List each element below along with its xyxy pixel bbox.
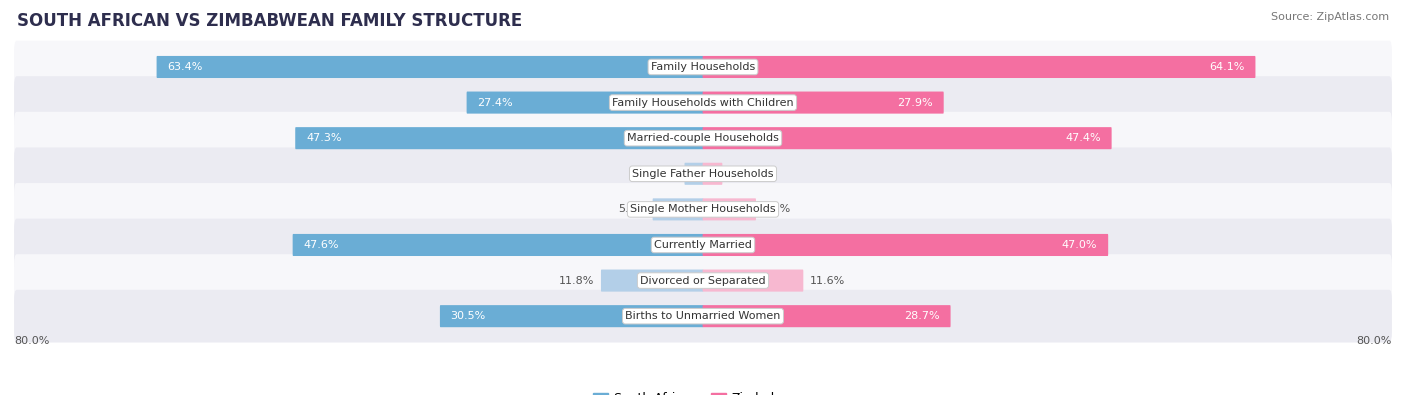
FancyBboxPatch shape	[156, 56, 703, 78]
Text: 27.9%: 27.9%	[897, 98, 934, 107]
Text: SOUTH AFRICAN VS ZIMBABWEAN FAMILY STRUCTURE: SOUTH AFRICAN VS ZIMBABWEAN FAMILY STRUC…	[17, 12, 522, 30]
Text: 64.1%: 64.1%	[1209, 62, 1244, 72]
FancyBboxPatch shape	[703, 198, 756, 220]
FancyBboxPatch shape	[14, 112, 1392, 165]
FancyBboxPatch shape	[703, 92, 943, 114]
FancyBboxPatch shape	[295, 127, 703, 149]
FancyBboxPatch shape	[14, 41, 1392, 93]
Text: Single Father Households: Single Father Households	[633, 169, 773, 179]
Text: 5.8%: 5.8%	[617, 204, 647, 214]
FancyBboxPatch shape	[703, 56, 1256, 78]
Text: Single Mother Households: Single Mother Households	[630, 204, 776, 214]
Text: 6.1%: 6.1%	[762, 204, 790, 214]
FancyBboxPatch shape	[652, 198, 703, 220]
Text: Family Households: Family Households	[651, 62, 755, 72]
Text: 47.4%: 47.4%	[1066, 133, 1101, 143]
Text: 11.6%: 11.6%	[810, 276, 845, 286]
FancyBboxPatch shape	[292, 234, 703, 256]
Text: 80.0%: 80.0%	[1357, 336, 1392, 346]
FancyBboxPatch shape	[14, 147, 1392, 200]
Text: 27.4%: 27.4%	[478, 98, 513, 107]
FancyBboxPatch shape	[685, 163, 703, 185]
FancyBboxPatch shape	[600, 269, 703, 292]
Text: 2.1%: 2.1%	[650, 169, 678, 179]
Text: 80.0%: 80.0%	[14, 336, 49, 346]
Text: 47.0%: 47.0%	[1062, 240, 1098, 250]
Text: 47.6%: 47.6%	[304, 240, 339, 250]
Text: Births to Unmarried Women: Births to Unmarried Women	[626, 311, 780, 321]
FancyBboxPatch shape	[703, 127, 1112, 149]
Text: Currently Married: Currently Married	[654, 240, 752, 250]
FancyBboxPatch shape	[703, 234, 1108, 256]
Text: 63.4%: 63.4%	[167, 62, 202, 72]
FancyBboxPatch shape	[703, 305, 950, 327]
FancyBboxPatch shape	[14, 76, 1392, 129]
FancyBboxPatch shape	[703, 269, 803, 292]
FancyBboxPatch shape	[14, 218, 1392, 271]
Text: Source: ZipAtlas.com: Source: ZipAtlas.com	[1271, 12, 1389, 22]
Text: 11.8%: 11.8%	[560, 276, 595, 286]
Text: 28.7%: 28.7%	[904, 311, 939, 321]
FancyBboxPatch shape	[14, 254, 1392, 307]
Text: Family Households with Children: Family Households with Children	[612, 98, 794, 107]
FancyBboxPatch shape	[467, 92, 703, 114]
Legend: South African, Zimbabwean: South African, Zimbabwean	[588, 387, 818, 395]
Text: 2.2%: 2.2%	[728, 169, 758, 179]
Text: Married-couple Households: Married-couple Households	[627, 133, 779, 143]
Text: 47.3%: 47.3%	[307, 133, 342, 143]
FancyBboxPatch shape	[14, 290, 1392, 342]
FancyBboxPatch shape	[440, 305, 703, 327]
Text: Divorced or Separated: Divorced or Separated	[640, 276, 766, 286]
FancyBboxPatch shape	[703, 163, 723, 185]
Text: 30.5%: 30.5%	[451, 311, 486, 321]
FancyBboxPatch shape	[14, 183, 1392, 236]
